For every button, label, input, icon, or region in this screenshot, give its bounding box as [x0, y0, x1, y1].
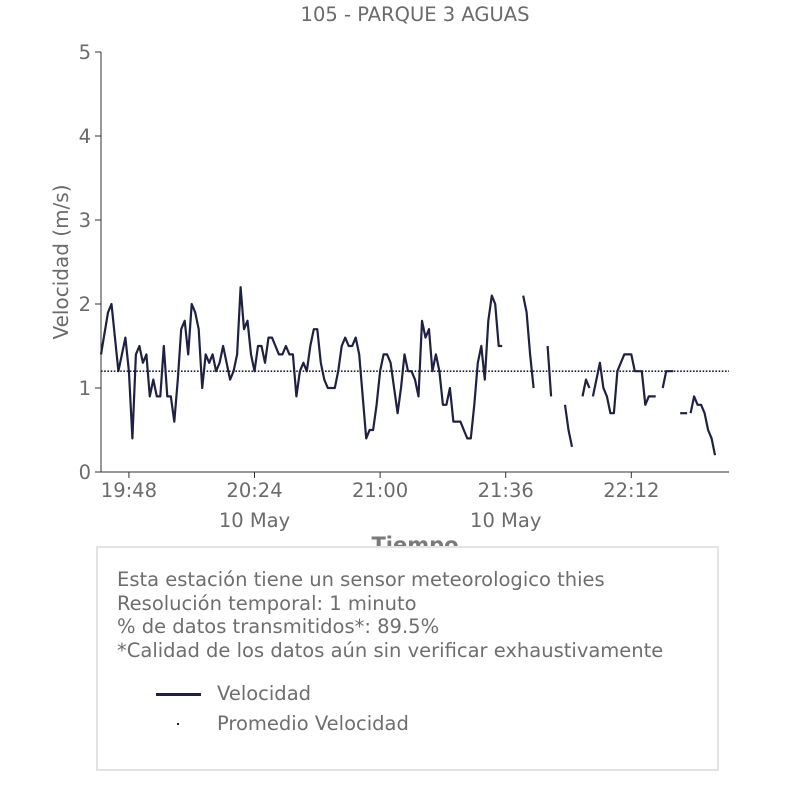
velocidad-series-segment — [591, 353, 656, 415]
x-tick-label: 20:24 — [226, 479, 282, 502]
velocidad-series-segment — [689, 395, 717, 456]
x-tick-date-label: 10 May — [219, 509, 290, 532]
info-text: Esta estación tiene un sensor meteorolog… — [117, 568, 663, 662]
x-tick-label: 21:00 — [352, 479, 408, 502]
velocidad-series-segment — [563, 404, 574, 448]
y-tick-label: 0 — [79, 461, 91, 484]
x-tick-label: 21:36 — [478, 479, 534, 502]
legend-line-swatch — [156, 693, 201, 696]
velocidad-series-segment — [581, 378, 591, 397]
y-tick-label: 5 — [79, 41, 91, 64]
legend-dot-swatch — [177, 723, 179, 725]
y-tick-label: 1 — [79, 377, 91, 400]
y-tick-label: 2 — [79, 293, 91, 316]
info-line-sensor: Esta estación tiene un sensor meteorolog… — [117, 568, 605, 591]
y-axis-label: Velocidad (m/s) — [49, 184, 73, 339]
x-tick-label: 19:48 — [101, 479, 157, 502]
velocidad-series-segment — [546, 345, 553, 397]
x-tick-date-label: 10 May — [470, 509, 541, 532]
legend-label-velocidad: Velocidad — [217, 682, 312, 705]
velocidad-series-segment — [99, 286, 503, 440]
x-tick-label: 22:12 — [603, 479, 659, 502]
info-line-quality: *Calidad de los datos aún sin verificar … — [117, 638, 664, 662]
legend-label-promedio: Promedio Velocidad — [217, 712, 409, 735]
y-tick-label: 3 — [79, 209, 91, 232]
velocidad-series-segment — [522, 295, 535, 389]
info-line-transmitted: % de datos transmitidos*: 89.5% — [117, 615, 440, 638]
info-legend-box: Esta estación tiene un sensor meteorolog… — [96, 546, 719, 771]
y-tick-label: 4 — [79, 125, 91, 148]
info-line-resolution: Resolución temporal: 1 minuto — [117, 591, 417, 615]
velocidad-series-segment — [661, 370, 674, 389]
chart-title: 105 - PARQUE 3 AGUAS — [301, 3, 530, 26]
